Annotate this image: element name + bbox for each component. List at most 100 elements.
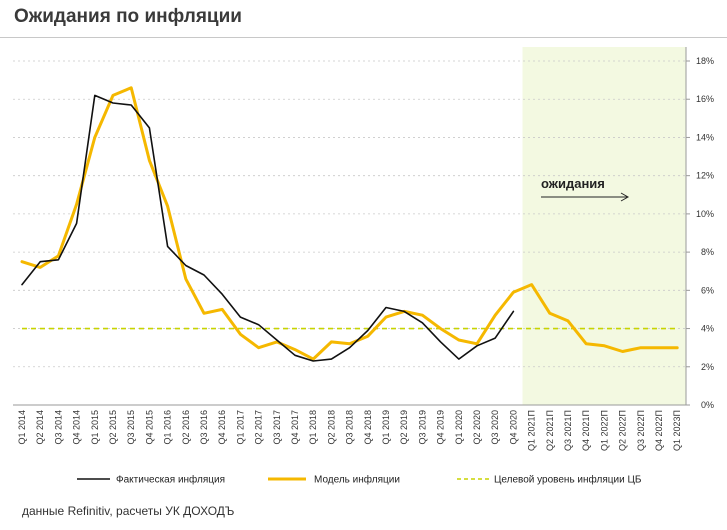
x-tick-label: Q3 2015 [126,410,136,445]
data-point [94,94,96,96]
data-point [166,327,168,329]
data-point [385,316,387,318]
y-tick-label: 6% [701,285,714,295]
data-point [94,136,96,138]
data-point [403,310,405,312]
x-tick-label: Q3 2022П [636,410,646,451]
series-line-1 [20,86,679,361]
data-point [276,327,278,329]
data-point [130,104,132,106]
legend-label-0: Фактическая инфляция [116,474,225,486]
data-point [458,327,460,329]
data-point [367,335,369,337]
data-point [385,327,387,329]
y-tick-label: 0% [701,400,714,410]
data-point [385,306,387,308]
x-tick-label: Q4 2022П [654,410,664,451]
x-tick-label: Q4 2019 [436,410,446,445]
data-point [148,127,150,129]
x-tick-label: Q2 2015 [108,410,118,445]
y-tick-label: 10% [696,209,714,219]
data-point [676,327,678,329]
x-tick-label: Q4 2017 [290,410,300,445]
data-point [330,341,332,343]
data-point [512,327,514,329]
x-tick-label: Q3 2016 [199,410,209,445]
data-point [294,354,296,356]
data-point [239,333,241,335]
inflation-chart: Q1 2014 Q2 2014 Q3 2014 Q4 2014 Q1 2015 Q2 20… [13,47,714,486]
x-tick-label: Q1 2020 [454,410,464,445]
x-tick-label: Q3 2018 [345,410,355,445]
data-point [257,346,259,348]
data-point [130,327,132,329]
y-tick-label: 12% [696,171,714,181]
data-point [567,327,569,329]
data-point [94,327,96,329]
x-tick-label: Q2 2016 [181,410,191,445]
forecast-annotation: ожидания [541,176,605,191]
x-tick-label: Q4 2014 [72,410,82,445]
x-tick-label: Q2 2014 [35,410,45,445]
data-point [330,358,332,360]
data-point [421,327,423,329]
data-point [458,339,460,341]
data-point [621,327,623,329]
data-point [221,308,223,310]
x-tick-label: Q2 2020 [472,410,482,445]
data-point [57,259,59,261]
data-point [148,327,150,329]
data-point [348,327,350,329]
legend-label-2: Целевой уровень инфляции ЦБ [494,474,642,486]
x-tick-label: Q3 2014 [53,410,63,445]
data-point [294,348,296,350]
x-tick-label: Q1 2018 [308,410,318,445]
data-point [75,327,77,329]
data-point [203,312,205,314]
data-point [112,102,114,104]
data-point [367,329,369,331]
data-point [203,327,205,329]
chart-title: Ожидания по инфляции [14,6,242,27]
data-point [348,346,350,348]
data-point [203,274,205,276]
x-tick-label: Q1 2016 [163,410,173,445]
forecast-region [522,47,687,405]
x-tick-label: Q4 2020 [508,410,518,445]
data-point [403,327,405,329]
x-tick-label: Q4 2021П [581,410,591,451]
x-tick-label: Q3 2020 [490,410,500,445]
data-point [476,345,478,347]
data-point [640,327,642,329]
data-point [494,314,496,316]
data-point [185,278,187,280]
data-point [421,322,423,324]
data-point [676,346,678,348]
y-tick-label: 8% [701,247,714,257]
data-point [549,312,551,314]
data-point [512,291,514,293]
x-tick-label: Q1 2022П [599,410,609,451]
data-point [585,343,587,345]
x-tick-label: Q3 2021П [563,410,573,451]
data-point [166,205,168,207]
data-point [640,346,642,348]
data-point [530,327,532,329]
data-point [494,337,496,339]
data-point [130,87,132,89]
x-tick-label: Q4 2016 [217,410,227,445]
data-point [421,314,423,316]
x-tick-label: Q1 2019 [381,410,391,445]
data-point [75,222,77,224]
y-tick-label: 2% [701,362,714,372]
data-point [239,327,241,329]
x-tick-label: Q2 2021П [545,410,555,451]
data-point [21,327,23,329]
data-point [221,293,223,295]
data-point [21,260,23,262]
data-point [294,327,296,329]
data-point [621,350,623,352]
data-point [530,283,532,285]
data-point [348,343,350,345]
x-tick-label: Q1 2014 [17,410,27,445]
